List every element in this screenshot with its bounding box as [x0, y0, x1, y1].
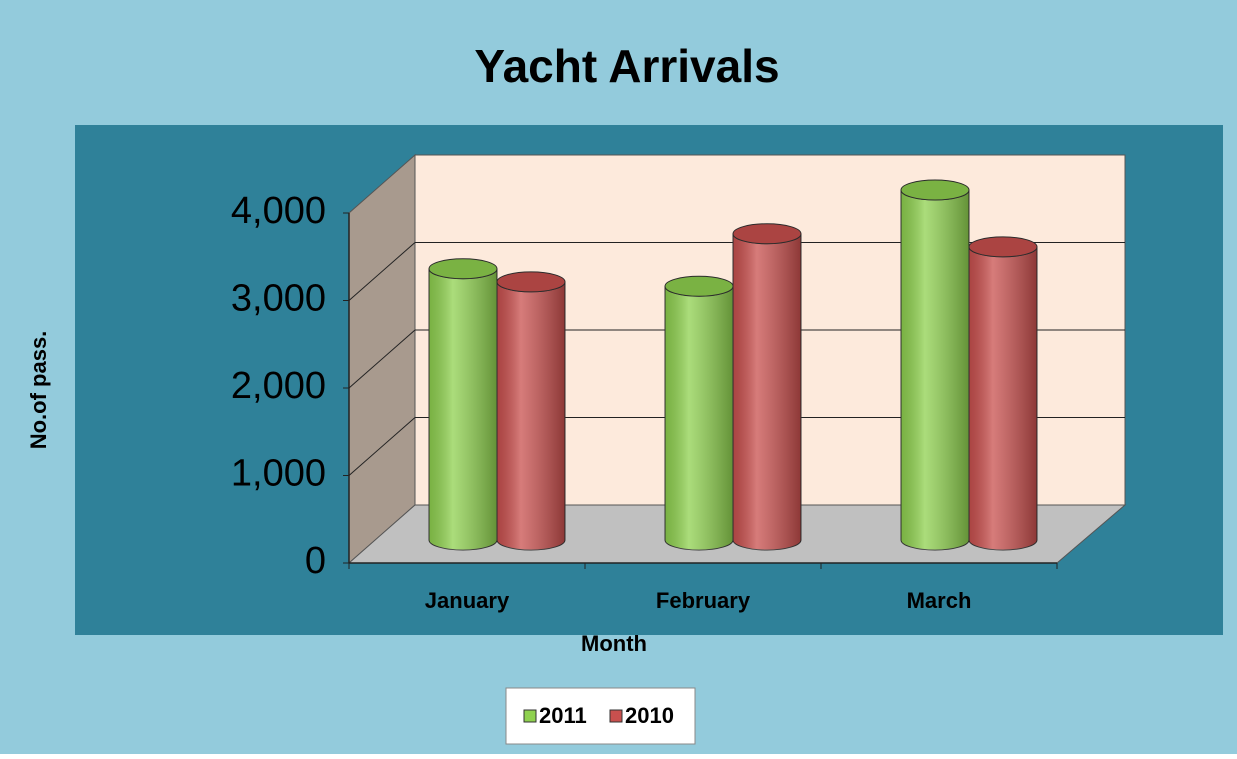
x-axis-title: Month	[581, 631, 647, 656]
chart-title: Yacht Arrivals	[474, 40, 779, 92]
bar-top	[496, 271, 566, 293]
y-tick-label: 2,000	[231, 365, 326, 407]
x-tick-label: February	[656, 588, 751, 613]
grid-line	[348, 329, 416, 389]
grid-line	[348, 417, 416, 476]
x-tick-label: January	[425, 588, 510, 613]
bar-shade	[733, 233, 801, 550]
bar-top	[900, 179, 970, 201]
y-tick-label: 1,000	[231, 453, 326, 495]
legend-swatch	[523, 709, 537, 723]
bar-top	[664, 275, 734, 297]
bar-shade	[497, 281, 565, 550]
bar-top	[732, 223, 802, 245]
legend-label: 2011	[539, 703, 587, 728]
grid-line	[348, 242, 416, 301]
y-tick-label: 0	[305, 540, 326, 582]
y-tick-label: 3,000	[231, 278, 326, 320]
legend	[505, 687, 696, 745]
x-tick-label: March	[907, 588, 972, 613]
y-axis-title: No.of pass.	[26, 331, 51, 450]
bar-top	[968, 236, 1038, 258]
y-tick-label: 4,000	[231, 190, 326, 232]
legend-label: 2010	[625, 703, 674, 728]
bar-shade	[901, 190, 969, 550]
bar-shade	[429, 268, 497, 550]
bar-shade	[665, 286, 733, 550]
bar-top	[428, 258, 498, 280]
bar-shade	[969, 246, 1037, 550]
legend-swatch	[609, 709, 623, 723]
